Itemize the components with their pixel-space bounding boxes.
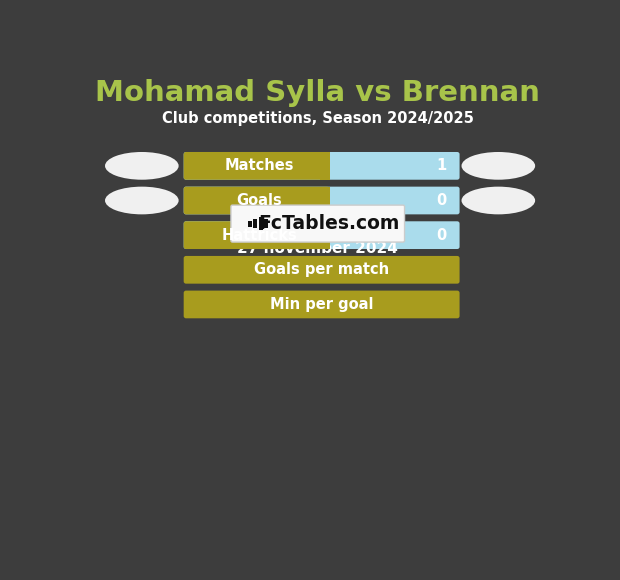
Bar: [320, 187, 330, 215]
FancyBboxPatch shape: [184, 187, 459, 215]
Text: 0: 0: [436, 228, 447, 242]
FancyBboxPatch shape: [184, 222, 329, 249]
Bar: [254, 219, 257, 228]
Text: 27 november 2024: 27 november 2024: [237, 241, 398, 256]
Ellipse shape: [105, 152, 179, 180]
Ellipse shape: [461, 152, 535, 180]
Text: Matches: Matches: [224, 158, 294, 173]
Ellipse shape: [461, 187, 535, 215]
Bar: [320, 152, 330, 180]
Bar: [320, 222, 330, 249]
FancyBboxPatch shape: [184, 152, 459, 180]
Text: Hattricks: Hattricks: [221, 228, 297, 242]
Ellipse shape: [105, 187, 179, 215]
FancyBboxPatch shape: [184, 187, 329, 215]
Bar: [264, 219, 268, 228]
FancyBboxPatch shape: [184, 256, 459, 284]
Bar: [259, 218, 263, 230]
Text: Min per goal: Min per goal: [270, 297, 373, 312]
FancyBboxPatch shape: [231, 205, 404, 242]
Text: Club competitions, Season 2024/2025: Club competitions, Season 2024/2025: [162, 111, 474, 126]
Text: Goals per match: Goals per match: [254, 262, 389, 277]
Text: Mohamad Sylla vs Brennan: Mohamad Sylla vs Brennan: [95, 79, 540, 107]
Text: 1: 1: [436, 158, 447, 173]
Text: Goals: Goals: [236, 193, 282, 208]
Bar: [248, 220, 252, 227]
Text: FcTables.com: FcTables.com: [258, 214, 399, 233]
FancyBboxPatch shape: [184, 222, 459, 249]
FancyBboxPatch shape: [184, 152, 329, 180]
FancyBboxPatch shape: [184, 291, 459, 318]
Text: 0: 0: [436, 193, 447, 208]
